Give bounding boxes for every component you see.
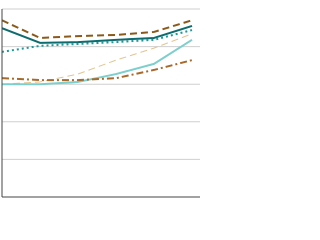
page: {"chart_data": { "type": "line", "catego… xyxy=(1,8,200,198)
lines xyxy=(1,19,193,86)
series-line xyxy=(1,29,193,53)
series-line xyxy=(1,59,193,82)
series-line xyxy=(1,19,193,39)
series-line xyxy=(2,38,193,86)
grid xyxy=(2,8,200,198)
chart xyxy=(1,8,200,198)
series-line xyxy=(1,24,193,44)
